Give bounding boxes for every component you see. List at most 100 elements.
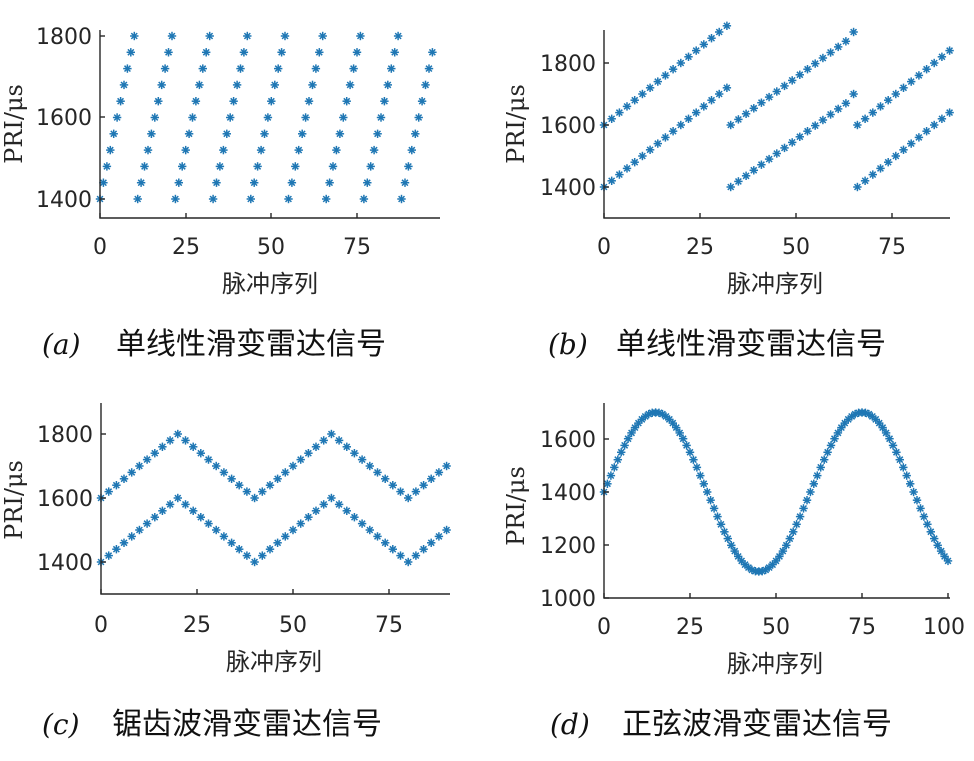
panel-a-data-point: [215, 162, 225, 171]
panel-b-data-point: [811, 121, 820, 130]
panel-d-ytick-label: 1000: [540, 587, 596, 612]
panel-b-data-point: [891, 151, 900, 161]
panel-a-data-point: [325, 178, 334, 187]
panel-b-data-point: [945, 108, 954, 117]
panel-a-data-point: [322, 194, 331, 204]
panel-b-data-point: [930, 58, 939, 68]
panel-a-data-point: [267, 97, 276, 106]
panel-d-data-point: [678, 434, 688, 443]
panel-d-data-point: [709, 504, 719, 513]
panel-b-data-point: [899, 145, 908, 154]
panel-a-axes: [99, 30, 440, 219]
panel-d-data-point: [799, 504, 808, 513]
panel-c-data-point: [219, 532, 229, 541]
panel-a-data-point: [417, 97, 427, 106]
panel-c-data-point: [265, 481, 275, 490]
panel-c-data-point: [381, 538, 390, 547]
panel-c-data-point: [189, 442, 198, 451]
panel-d-data-point: [933, 541, 942, 550]
panel-a-data-point: [188, 113, 197, 122]
panel-c-data-point: [327, 493, 336, 503]
panel-d-data-point: [823, 448, 832, 457]
panel-c-data-point: [365, 461, 374, 471]
panel-a-data-point: [308, 80, 317, 90]
panel-d-data-point: [627, 428, 636, 438]
panel-d-data-point: [837, 423, 846, 432]
panel-b-data-point: [899, 83, 908, 92]
panel-d-data-point: [930, 534, 939, 543]
panel-d-data-point: [778, 546, 788, 556]
panel-a-data-point: [202, 48, 211, 57]
panel-b-xtick-label: 25: [686, 235, 714, 260]
panel-b-data-point: [841, 99, 851, 108]
panel-a-data-point: [291, 162, 300, 171]
panel-d-data-point: [617, 448, 626, 457]
panel-c-data-point: [342, 506, 351, 515]
panel-d-data-point: [809, 479, 818, 488]
panel-b-data-point: [707, 96, 716, 105]
panel-b-data-point: [749, 104, 758, 113]
panel-c-data-point: [196, 449, 205, 458]
panel-a-data-point: [143, 145, 153, 155]
panel-c-data-point: [404, 557, 413, 567]
panel-a-data-point: [171, 194, 180, 204]
panel-c-data-point: [158, 442, 167, 451]
panel-b-caption-letter: (b): [548, 328, 588, 361]
panel-b-data-point: [772, 87, 781, 96]
panel-a-data-point: [246, 194, 255, 204]
panel-a-data-point: [116, 97, 125, 106]
panel-a-data-point: [236, 64, 245, 73]
panel-d-data-point: [623, 434, 633, 443]
panel-d-data-point: [668, 418, 677, 428]
panel-c-data-point: [142, 519, 152, 528]
panel-a-data-point: [154, 97, 163, 106]
panel-c-data-point: [173, 429, 182, 439]
panel-c-data-point: [319, 500, 328, 509]
panel-d-data-point: [816, 463, 825, 472]
panel-c-data-point: [381, 474, 390, 483]
panel-a-data-point: [380, 97, 389, 106]
panel-c-data-point: [442, 461, 451, 471]
panel-c-data-point: [304, 513, 313, 522]
panel-b: 1400 1600 1800 0 25 50 75 PRI/μs 脉冲序列 (b…: [502, 21, 954, 362]
panel-c-markers: [96, 429, 451, 567]
panel-b-data-point: [876, 102, 885, 111]
panel-a-data-point: [174, 178, 183, 187]
panel-a-data-point: [359, 194, 369, 204]
panel-b-data-point: [826, 48, 835, 57]
panel-b-data-point: [841, 37, 851, 46]
panel-a-data-point: [212, 178, 221, 187]
panel-d-data-point: [940, 552, 949, 561]
panel-c-data-point: [112, 545, 121, 554]
panel-b-data-point: [884, 96, 893, 105]
panel-d-data-point: [675, 428, 684, 438]
panel-c-data-point: [181, 436, 190, 445]
panel-d-data-point: [923, 520, 932, 529]
panel-c-data-point: [396, 551, 405, 560]
panel-b-data-point: [622, 164, 632, 173]
panel-c-data-point: [181, 500, 190, 509]
panel-a-data-point: [284, 194, 293, 204]
panel-b-data-point: [653, 77, 662, 86]
panel-b-data-point: [780, 81, 789, 91]
panel-d-data-point: [826, 441, 836, 450]
panel-d-xtick-label: 50: [762, 615, 790, 640]
panel-c-ytick-label: 1400: [37, 551, 93, 576]
panel-c-xtick-label: 50: [279, 613, 307, 638]
panel-c-caption-letter: (c): [42, 708, 80, 741]
panel-d-data-point: [734, 552, 743, 561]
panel-a-data-point: [411, 129, 420, 138]
panel-a-data-point: [356, 31, 365, 41]
panel-c-data-point: [196, 513, 205, 522]
panel-c-data-point: [281, 468, 290, 477]
panel-d-data-point: [713, 512, 722, 521]
panel-c-data-point: [365, 525, 374, 535]
panel-d-data-point: [723, 534, 732, 543]
panel-d-data-point: [902, 471, 911, 480]
panel-c-data-point: [427, 474, 436, 483]
panel-b-ytick-label: 1400: [540, 176, 596, 201]
panel-b-data-point: [849, 27, 858, 37]
panel-d-data-point: [727, 541, 736, 550]
panel-d-ylabel: PRI/μs: [502, 466, 530, 546]
panel-c-data-point: [419, 545, 428, 554]
